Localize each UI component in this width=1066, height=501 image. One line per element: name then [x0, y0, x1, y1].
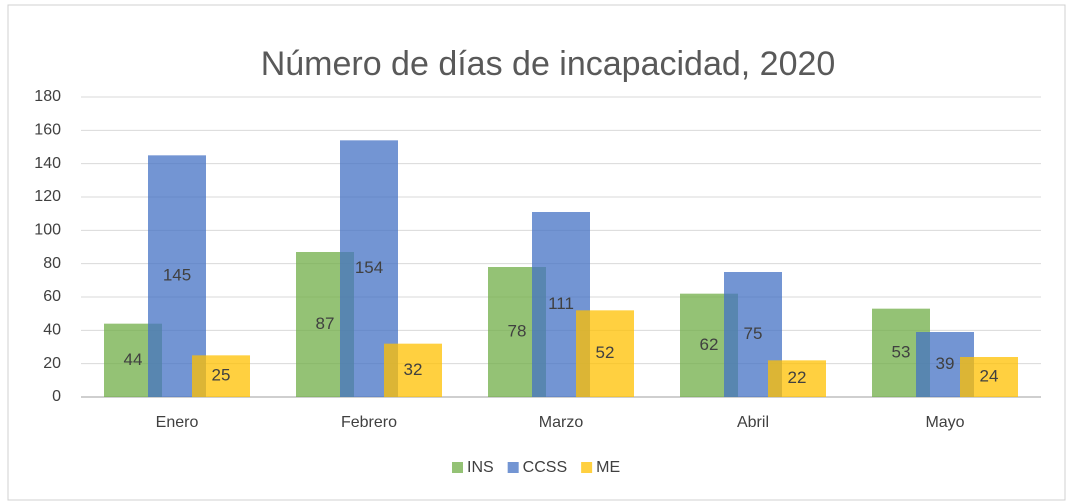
y-tick-label: 100: [34, 222, 61, 239]
legend-label: INS: [467, 459, 494, 476]
legend-label: CCSS: [523, 459, 567, 476]
data-label: 87: [316, 314, 335, 333]
y-tick-label: 140: [34, 155, 61, 172]
data-label: 52: [596, 343, 615, 362]
y-tick-label: 60: [43, 288, 61, 305]
legend-swatch: [452, 462, 463, 473]
y-tick-label: 20: [43, 355, 61, 372]
data-label: 24: [980, 366, 999, 385]
x-tick-label: Enero: [156, 414, 199, 431]
x-tick-label: Mayo: [925, 414, 964, 431]
bar: [384, 343, 442, 397]
data-label: 25: [212, 366, 231, 385]
data-label: 44: [124, 350, 143, 369]
bar: [960, 357, 1018, 397]
y-tick-label: 40: [43, 322, 61, 339]
data-label: 75: [744, 324, 763, 343]
y-tick-label: 120: [34, 188, 61, 205]
bar: [768, 360, 826, 397]
bar: [576, 310, 634, 397]
data-label: 154: [355, 258, 383, 277]
x-tick-label: Febrero: [341, 414, 397, 431]
y-tick-label: 80: [43, 255, 61, 272]
data-label: 22: [788, 368, 807, 387]
y-tick-label: 0: [52, 388, 61, 405]
legend-swatch: [581, 462, 593, 473]
legend-swatch: [507, 462, 519, 473]
data-label: 78: [508, 321, 527, 340]
data-label: 53: [892, 342, 911, 361]
x-tick-label: Abril: [737, 414, 769, 431]
chart-title: Número de días de incapacidad, 2020: [261, 45, 836, 83]
data-label: 111: [548, 294, 574, 313]
y-tick-label: 160: [34, 122, 61, 139]
x-tick-label: Marzo: [539, 414, 584, 431]
data-label: 62: [700, 335, 719, 354]
legend-label: ME: [596, 459, 620, 476]
bar: [192, 355, 250, 397]
data-label: 32: [404, 360, 423, 379]
data-label: 39: [936, 354, 955, 373]
y-tick-label: 180: [34, 88, 61, 105]
data-label: 145: [163, 266, 191, 285]
